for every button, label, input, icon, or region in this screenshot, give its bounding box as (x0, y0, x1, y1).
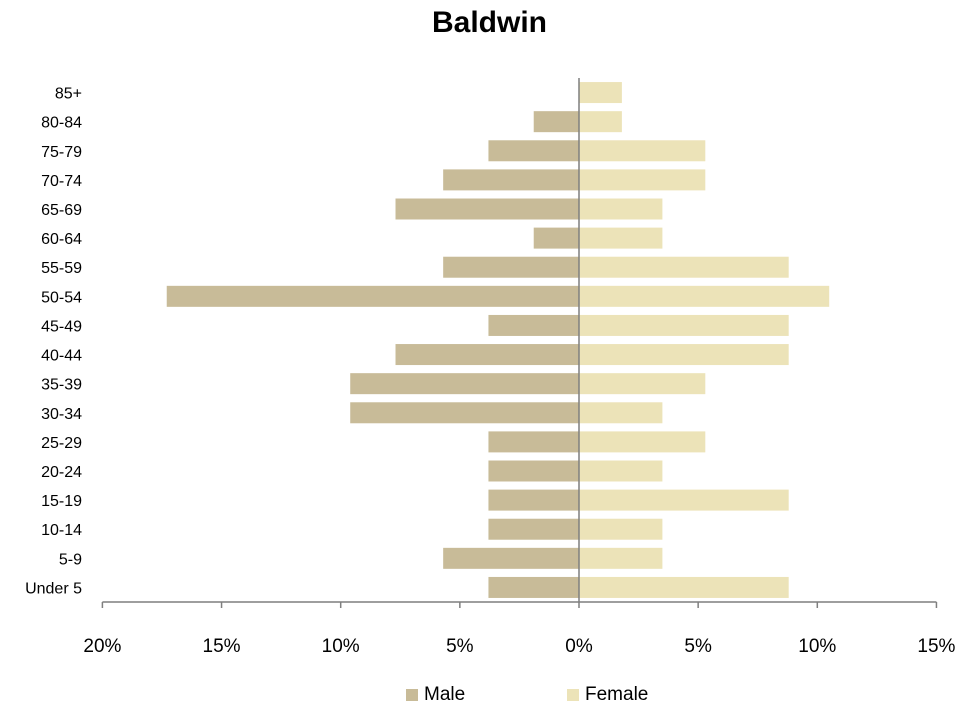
y-tick-label: 20-24 (41, 464, 82, 481)
chart-title: Baldwin (431, 6, 547, 39)
legend-swatch-male (406, 689, 418, 701)
y-tick-label: Under 5 (25, 580, 82, 597)
y-tick-label: 5-9 (59, 551, 82, 568)
bar-male (533, 227, 579, 249)
bar-male (488, 431, 579, 453)
bar-female (579, 489, 789, 511)
bar-male (443, 169, 579, 191)
y-tick-label: 65-69 (41, 202, 82, 219)
y-tick-label: 75-79 (41, 144, 82, 161)
bar-male (443, 547, 579, 569)
bar-male (533, 111, 579, 133)
bar-male (443, 256, 579, 278)
bar-female (579, 576, 789, 598)
bar-female (579, 256, 789, 278)
legend-item-female: Female (567, 684, 648, 706)
bar-female (579, 314, 789, 336)
y-tick-label: 55-59 (41, 260, 82, 277)
legend-label-male: Male (424, 684, 466, 705)
bar-female (579, 111, 622, 133)
y-tick-label: 85+ (55, 86, 82, 103)
bar-male (488, 518, 579, 540)
bar-female (579, 344, 789, 366)
y-tick-label: 10-14 (41, 522, 82, 539)
bar-male (395, 344, 579, 366)
x-tick-label: 5% (684, 636, 712, 657)
x-tick-label: 10% (798, 636, 836, 657)
bar-male (488, 576, 579, 598)
bar-female (579, 198, 663, 220)
x-tick-label: 20% (83, 636, 121, 657)
bar-female (579, 547, 663, 569)
y-tick-label: 60-64 (41, 231, 82, 248)
bar-female (579, 460, 663, 482)
legend-item-male: Male (406, 684, 465, 706)
x-tick-label: 0% (565, 636, 593, 657)
x-tick-label: 5% (446, 636, 474, 657)
y-tick-label: 45-49 (41, 318, 82, 335)
bar-male (488, 460, 579, 482)
y-tick-label: 25-29 (41, 435, 82, 452)
bar-female (579, 140, 706, 162)
bar-female (579, 169, 706, 191)
y-tick-label: 15-19 (41, 493, 82, 510)
bar-male (488, 314, 579, 336)
bar-female (579, 518, 663, 540)
x-tick-label: 15% (917, 636, 955, 657)
y-tick-label: 50-54 (41, 289, 82, 306)
bar-female (579, 227, 663, 249)
x-tick-label: 15% (203, 636, 241, 657)
legend-label-female: Female (585, 684, 649, 705)
y-tick-label: 40-44 (41, 348, 82, 365)
bar-male (350, 402, 579, 424)
bar-male (395, 198, 579, 220)
bar-male (488, 140, 579, 162)
bar-male (350, 373, 579, 395)
y-tick-label: 35-39 (41, 377, 82, 394)
bar-female (579, 285, 830, 307)
bar-male (166, 285, 579, 307)
bar-female (579, 373, 706, 395)
bar-male (488, 489, 579, 511)
y-tick-label: 30-34 (41, 406, 82, 423)
bar-female (579, 402, 663, 424)
bar-female (579, 82, 622, 104)
bar-female (579, 431, 706, 453)
chart-legend: Male Female (0, 684, 979, 710)
legend-swatch-female (567, 689, 579, 701)
y-tick-label: 80-84 (41, 115, 82, 132)
x-tick-label: 10% (322, 636, 360, 657)
y-tick-label: 70-74 (41, 173, 82, 190)
